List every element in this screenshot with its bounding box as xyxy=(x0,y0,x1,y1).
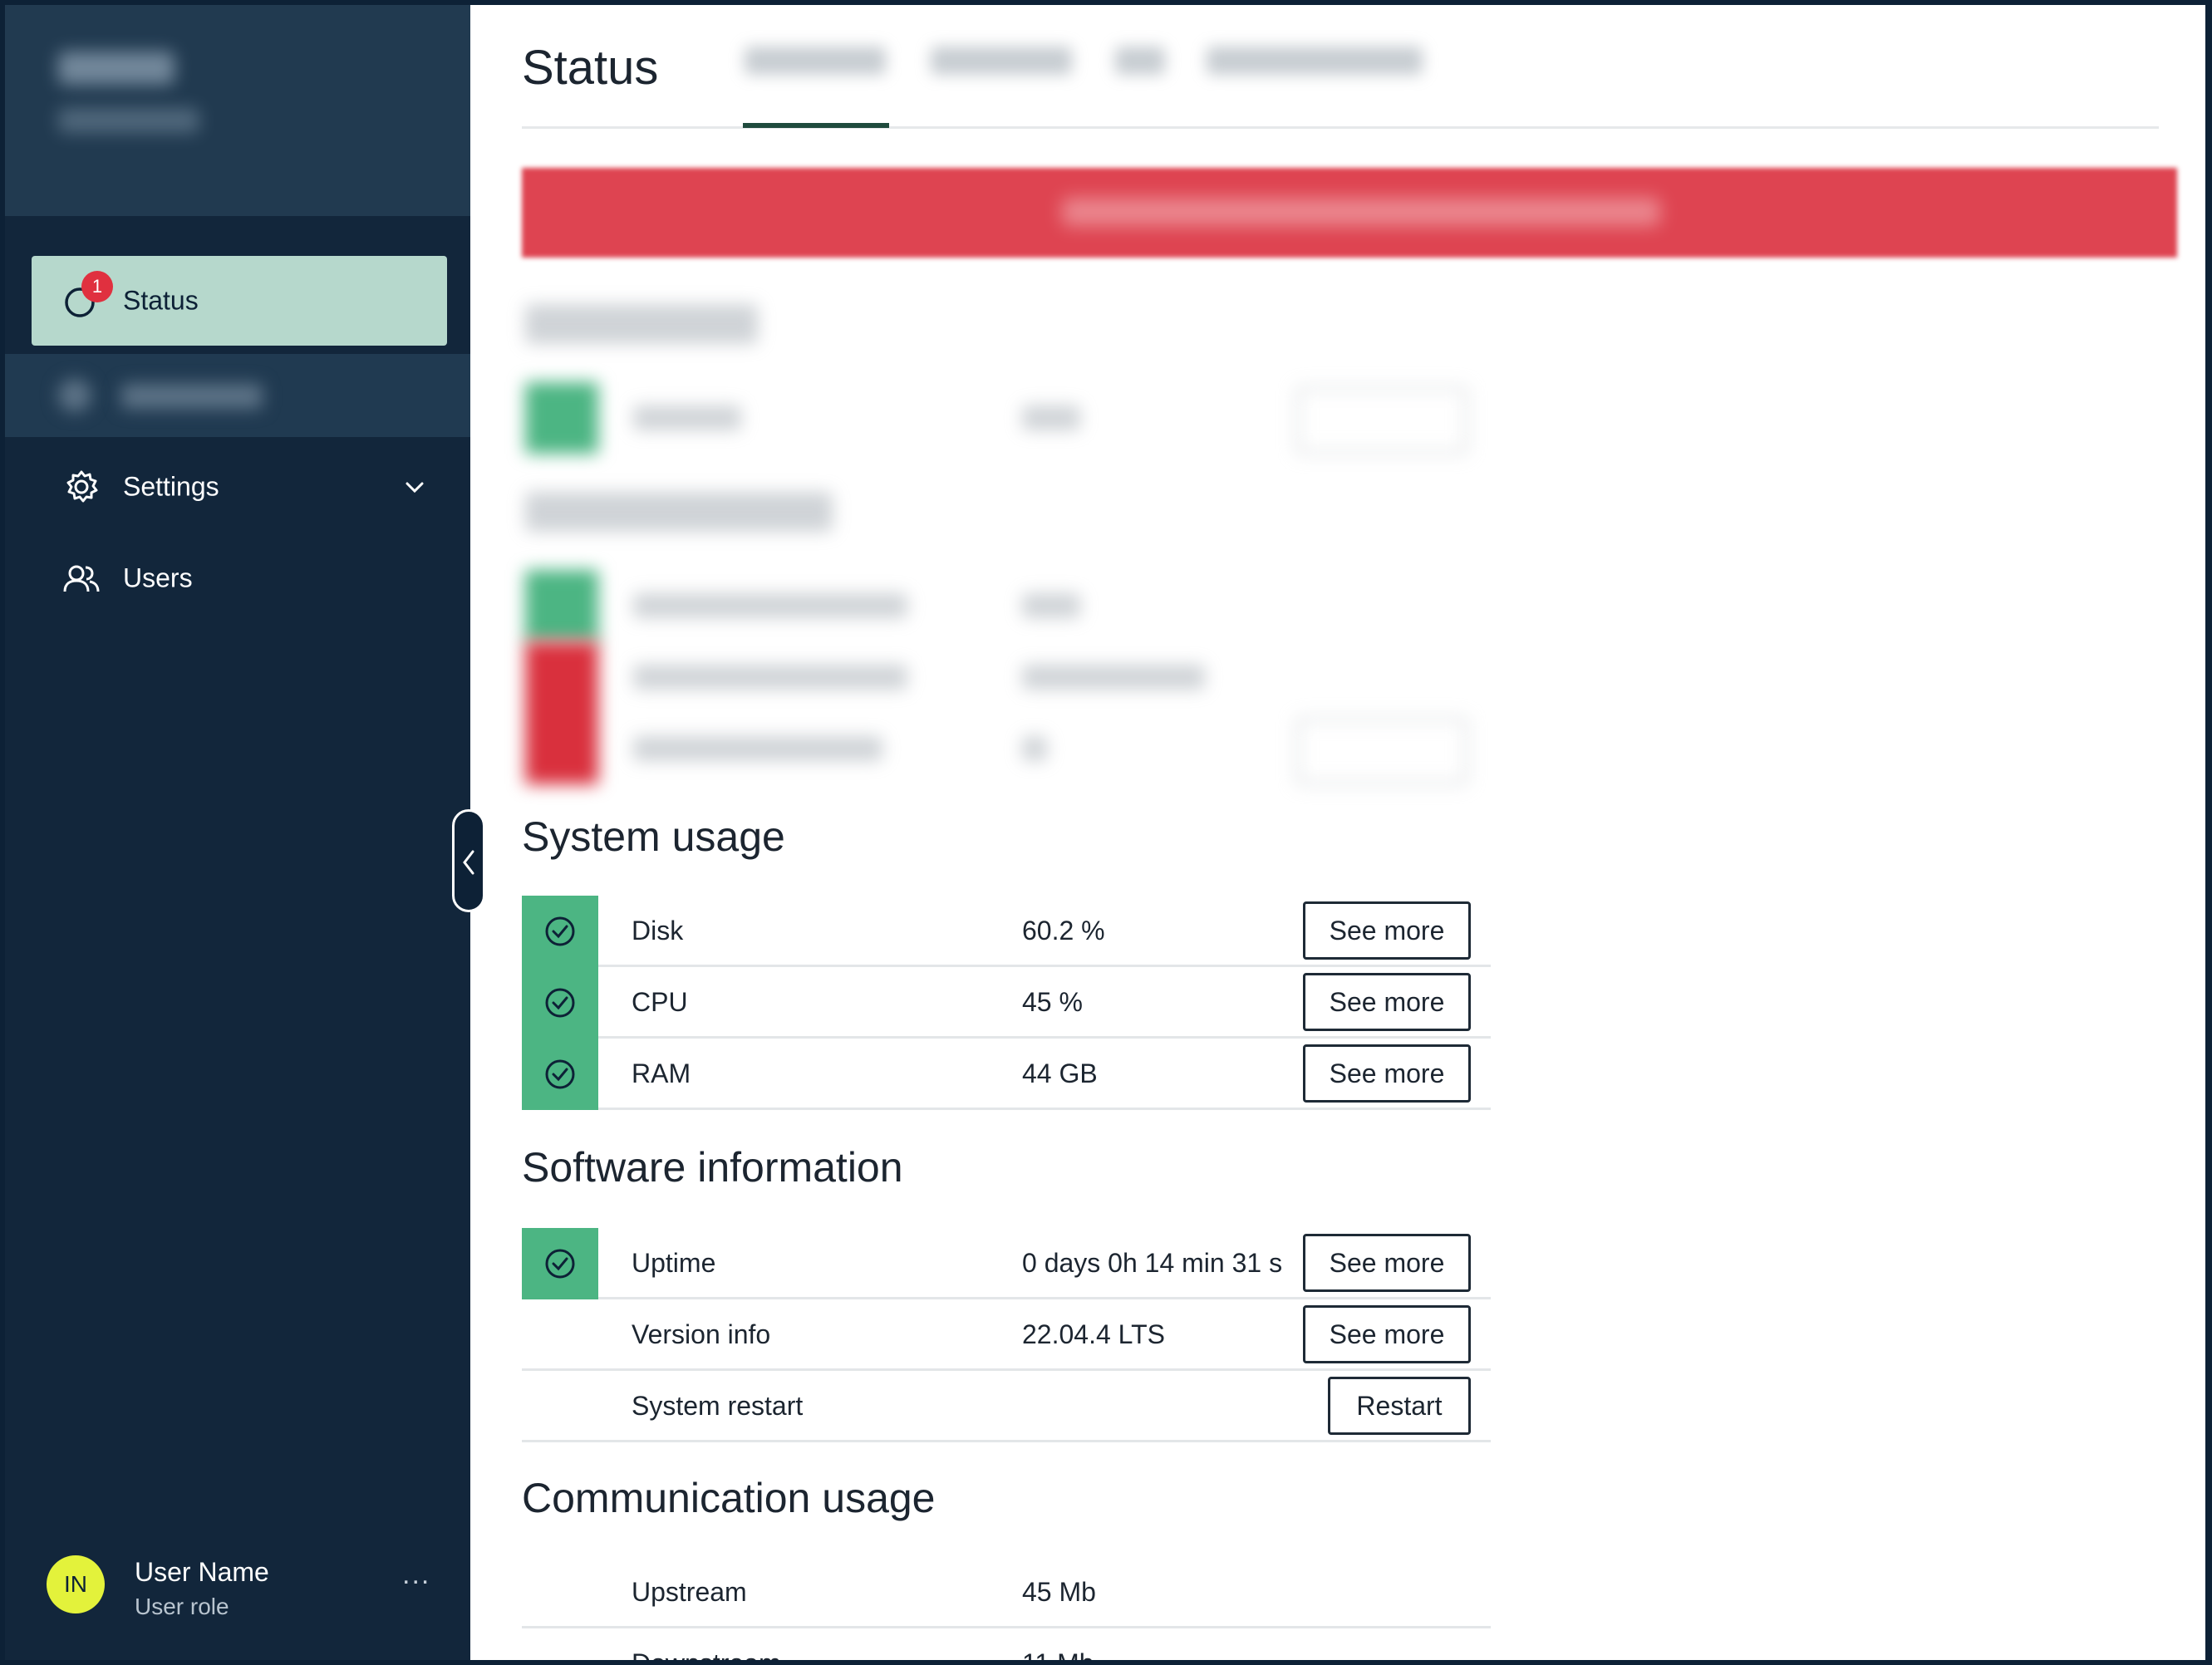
restart-button[interactable]: Restart xyxy=(1328,1377,1471,1435)
status-ok-cell xyxy=(522,967,598,1039)
table-row: Uptime 0 days 0h 14 min 31 s See more xyxy=(522,1228,1491,1299)
section-title-software-information: Software information xyxy=(522,1144,903,1191)
sidebar-item-status[interactable]: 1 Status xyxy=(32,256,447,346)
sidebar-item-settings[interactable]: Settings xyxy=(32,442,447,532)
see-more-button[interactable]: See more xyxy=(1303,901,1471,960)
table-row: Disk 60.2 % See more xyxy=(522,896,1491,967)
row-value: 45 Mb xyxy=(1022,1577,1096,1607)
row-value: 22.04.4 LTS xyxy=(1022,1319,1165,1349)
row-text-blurred xyxy=(633,665,907,690)
user-profile[interactable]: IN User Name User role ... xyxy=(47,1550,445,1627)
row-name: RAM xyxy=(632,1058,691,1088)
active-tab-indicator xyxy=(743,123,889,128)
button-blurred[interactable] xyxy=(1296,718,1467,784)
row-text-blurred xyxy=(1022,593,1080,618)
user-name: User Name xyxy=(135,1557,269,1587)
row-text-blurred xyxy=(1022,405,1080,430)
sidebar-item-users[interactable]: Users xyxy=(32,533,447,623)
sidebar: 1 Status Settings Users xyxy=(5,5,470,1660)
alert-banner-blurred xyxy=(522,168,2177,258)
brand-subtitle-blurred xyxy=(58,108,199,133)
collapse-sidebar-button[interactable] xyxy=(452,809,485,912)
section-heading-blurred xyxy=(525,492,833,532)
see-more-button[interactable]: See more xyxy=(1303,973,1471,1031)
check-circle-icon xyxy=(545,916,575,946)
row-name: Version info xyxy=(632,1319,771,1349)
row-value: 45 % xyxy=(1022,987,1083,1017)
row-name: Disk xyxy=(632,916,684,945)
row-name: Downstream xyxy=(632,1648,781,1660)
check-circle-icon xyxy=(545,1059,575,1089)
main-content: Status System usage xyxy=(470,5,2205,1660)
tab-blurred-4[interactable] xyxy=(1207,47,1423,75)
status-cell-blurred xyxy=(525,570,598,641)
row-value: 44 GB xyxy=(1022,1058,1098,1088)
header-divider xyxy=(522,126,2159,129)
status-ok-cell xyxy=(522,1039,598,1110)
row-text-blurred xyxy=(633,736,882,761)
status-ok-cell xyxy=(522,1228,598,1299)
tab-blurred-3[interactable] xyxy=(1115,47,1165,75)
row-text-blurred xyxy=(633,593,907,618)
see-more-button[interactable]: See more xyxy=(1303,1234,1471,1292)
row-value: 11 Mb xyxy=(1022,1648,1094,1660)
brand-logo-blurred xyxy=(58,52,175,85)
sidebar-item-label: Status xyxy=(123,285,199,316)
table-row: Upstream 45 Mb xyxy=(522,1557,1491,1628)
row-value: 60.2 % xyxy=(1022,916,1105,945)
row-name: CPU xyxy=(632,987,688,1017)
sidebar-item-blurred[interactable] xyxy=(5,354,470,437)
chevron-left-icon xyxy=(463,850,474,875)
check-circle-icon xyxy=(545,1249,575,1279)
row-name: Uptime xyxy=(632,1248,716,1278)
user-role: User role xyxy=(135,1594,229,1619)
table-row: CPU 45 % See more xyxy=(522,967,1491,1039)
chevron-down-icon[interactable] xyxy=(402,474,427,499)
see-more-button[interactable]: See more xyxy=(1303,1044,1471,1103)
check-circle-icon xyxy=(545,988,575,1018)
brand-logo-area xyxy=(5,5,470,216)
avatar: IN xyxy=(47,1555,105,1613)
table-row: Version info 22.04.4 LTS See more xyxy=(522,1299,1491,1371)
gear-icon xyxy=(66,470,98,503)
row-value: 0 days 0h 14 min 31 s xyxy=(1022,1248,1283,1278)
page-title: Status xyxy=(522,41,659,95)
table-row: Downstream 11 Mb xyxy=(522,1628,1491,1660)
table-row: System restart Restart xyxy=(522,1371,1491,1442)
status-cell-blurred xyxy=(525,382,598,454)
sidebar-item-label: Settings xyxy=(123,471,219,502)
more-options-icon[interactable]: ... xyxy=(402,1559,431,1590)
users-icon xyxy=(63,565,100,592)
see-more-button[interactable]: See more xyxy=(1303,1305,1471,1363)
row-text-blurred xyxy=(1022,736,1047,761)
row-text-blurred xyxy=(1022,665,1205,690)
notification-badge: 1 xyxy=(81,271,113,302)
status-ok-cell xyxy=(522,896,598,967)
row-name: Upstream xyxy=(632,1577,747,1607)
row-name: System restart xyxy=(632,1391,804,1421)
status-cell-blurred xyxy=(525,641,598,784)
sidebar-item-label: Users xyxy=(123,562,193,593)
tab-blurred-2[interactable] xyxy=(931,47,1072,75)
row-text-blurred xyxy=(633,405,741,430)
section-title-communication-usage: Communication usage xyxy=(522,1475,936,1521)
tab-blurred-1[interactable] xyxy=(745,47,886,75)
table-row: RAM 44 GB See more xyxy=(522,1039,1491,1110)
status-icon xyxy=(65,287,95,317)
button-blurred[interactable] xyxy=(1296,387,1467,454)
section-title-system-usage: System usage xyxy=(522,813,785,860)
section-heading-blurred xyxy=(525,304,758,344)
